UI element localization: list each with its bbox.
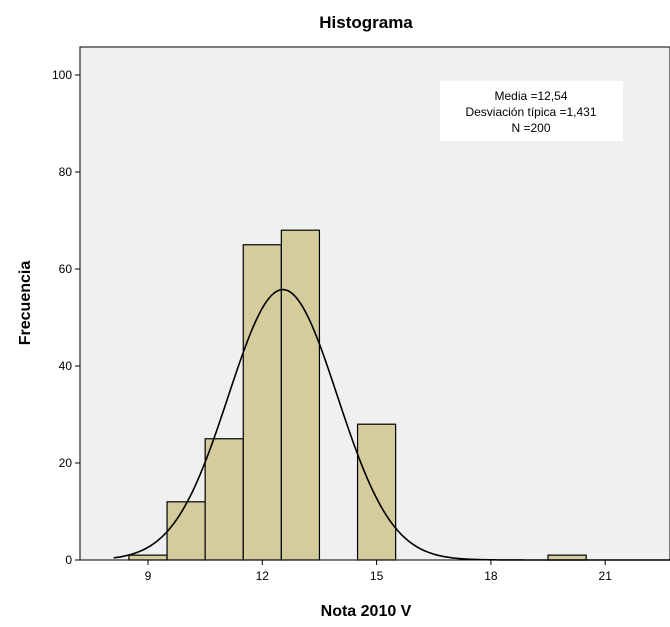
x-tick-label: 9 <box>145 569 152 583</box>
stats-box: Media =12,54 Desviación típica =1,431 N … <box>440 81 623 141</box>
histogram-bar <box>128 554 168 561</box>
x-tick-label: 15 <box>370 569 384 583</box>
y-axis-label: Frecuencia <box>17 261 34 346</box>
x-tick-label: 21 <box>599 569 613 583</box>
x-tick-label: 18 <box>484 569 498 583</box>
y-tick-label: 0 <box>65 553 72 567</box>
chart-title: Histograma <box>319 13 413 32</box>
stats-box-background <box>440 81 623 141</box>
x-tick-label: 12 <box>256 569 270 583</box>
stats-std-dev: Desviación típica =1,431 <box>465 105 596 119</box>
histogram-bar <box>280 229 321 561</box>
histogram-bar <box>356 423 397 561</box>
y-tick-label: 60 <box>59 262 73 276</box>
stats-n: N =200 <box>511 121 550 135</box>
x-axis: 9 12 15 18 21 <box>145 560 613 583</box>
y-tick-label: 80 <box>59 165 73 179</box>
y-tick-label: 20 <box>59 456 73 470</box>
histogram-bar <box>204 438 244 561</box>
y-axis: 0 20 40 60 80 100 <box>52 68 80 567</box>
stats-mean: Media =12,54 <box>494 89 567 103</box>
histogram-bars <box>128 229 587 561</box>
x-axis-label: Nota 2010 V <box>321 603 412 620</box>
y-tick-label: 100 <box>52 68 72 82</box>
y-tick-label: 40 <box>59 359 73 373</box>
histogram-bar <box>166 501 206 561</box>
normal-curve <box>113 288 670 561</box>
